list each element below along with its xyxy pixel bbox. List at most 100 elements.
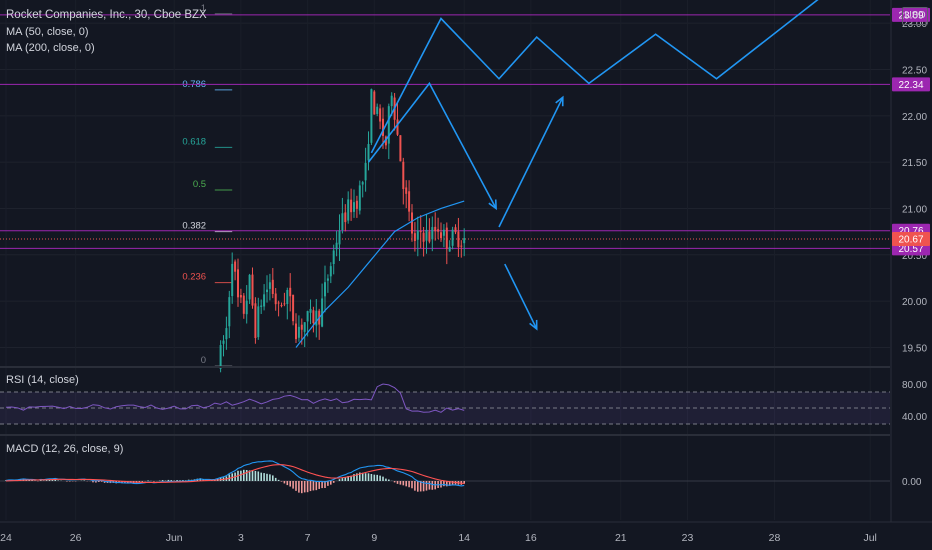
price-axis[interactable]: 23.0022.5022.0021.5021.0020.5020.0019.50… (892, 7, 930, 488)
rsi-tick-label: 40.00 (902, 412, 927, 423)
candle-body (292, 294, 295, 322)
candle-body (425, 229, 428, 241)
candle-body (396, 119, 399, 135)
candle-body (451, 229, 454, 246)
candle-body (390, 95, 393, 107)
moving-average-line (295, 200, 465, 348)
projection-arrowhead (529, 319, 538, 331)
last-price-badge (892, 232, 930, 247)
candle-body (297, 326, 300, 338)
candle-body (303, 322, 306, 332)
price-tick-label: 19.50 (902, 343, 927, 354)
candle-body (280, 305, 283, 307)
rsi-line (5, 383, 465, 413)
candle-body (254, 303, 257, 339)
price-tick-label: 22.00 (902, 112, 927, 123)
projection-path (367, 81, 497, 209)
candle-body (306, 311, 309, 322)
candle-body (448, 246, 451, 252)
time-tick-label: 3 (238, 532, 244, 544)
fib-level-label: 0.5 (193, 179, 206, 190)
candle-body (355, 200, 358, 209)
candle-body (413, 233, 416, 242)
price-line-badge (892, 7, 930, 22)
candle-body (295, 323, 297, 340)
time-axis[interactable]: 24 26 Jun 3 7 9 14 16 21 23 28 Jul (0, 532, 877, 544)
candle-body (454, 227, 457, 233)
price-line-badge (892, 77, 930, 92)
time-tick-label: 24 (0, 532, 12, 544)
candle-body (431, 227, 434, 240)
candle-body (419, 231, 422, 233)
time-tick-label: 16 (525, 532, 537, 544)
time-tick-label: 14 (458, 532, 470, 544)
macd-legend: MACD (12, 26, close, 9) (6, 443, 124, 455)
fib-level-label: 0.618 (182, 136, 206, 147)
rsi-tick-label: 80.00 (902, 380, 927, 391)
candle-body (268, 282, 271, 289)
candle-body (251, 274, 254, 306)
candle-body (274, 293, 277, 305)
candle-body (309, 308, 312, 313)
horizontal-price-lines[interactable] (0, 14, 890, 249)
candle-body (379, 108, 382, 122)
candle-body (457, 231, 460, 248)
candle-body (329, 266, 332, 277)
projection-drawings[interactable] (367, 0, 848, 331)
candle-body (382, 118, 384, 136)
candle-body (373, 91, 376, 115)
signal-line (5, 464, 465, 485)
candle-body (286, 289, 289, 304)
candle-body (405, 187, 408, 194)
time-tick-label: 9 (371, 532, 377, 544)
time-tick-label: 23 (682, 532, 694, 544)
candle-body (370, 89, 373, 143)
ma50-legend: MA (50, close, 0) (6, 26, 89, 38)
candle-body (387, 106, 390, 144)
candle-body (257, 306, 260, 338)
price-line-badge-label: 20.57 (898, 244, 923, 255)
candle-body (399, 135, 402, 162)
candle-body (364, 162, 367, 181)
time-tick-label: 28 (769, 532, 781, 544)
time-tick-label: 7 (305, 532, 311, 544)
pane-dividers (0, 0, 932, 523)
candle-body (245, 300, 248, 315)
candle-body (440, 232, 442, 239)
candle-body (237, 269, 239, 298)
fib-level-label: 0.382 (182, 221, 206, 232)
candle-body (376, 106, 379, 114)
candle-body (300, 324, 303, 330)
currency-badge[interactable]: USD (902, 7, 928, 25)
candle-body (324, 282, 326, 297)
candle-body (332, 250, 335, 264)
candle-body (228, 297, 231, 327)
candle-body (411, 212, 413, 234)
fib-level-label: 1 (201, 3, 206, 14)
price-tick-label: 21.00 (902, 204, 927, 215)
candle-body (260, 305, 263, 307)
candle-body (222, 340, 225, 344)
ma200-legend: MA (200, close, 0) (6, 42, 95, 54)
price-tick-label: 20.00 (902, 297, 927, 308)
last-price-label: 20.67 (898, 235, 923, 246)
candle-body (271, 279, 274, 294)
price-gridlines (0, 22, 890, 348)
candle-body (225, 328, 228, 340)
projection-path (498, 96, 564, 228)
candle-body (321, 298, 324, 327)
price-line-badge-label: 20.76 (898, 226, 923, 237)
moving-average-line (295, 200, 465, 348)
candle-body (367, 144, 370, 161)
candle-body (266, 289, 268, 293)
candle-body (350, 199, 353, 213)
projection-arrowhead (555, 95, 564, 107)
candle-body (428, 231, 431, 242)
candle-body (338, 230, 341, 245)
candlestick-series (219, 88, 466, 373)
candle-body (326, 278, 329, 281)
candle-body (416, 230, 419, 240)
candle-body (219, 345, 222, 369)
